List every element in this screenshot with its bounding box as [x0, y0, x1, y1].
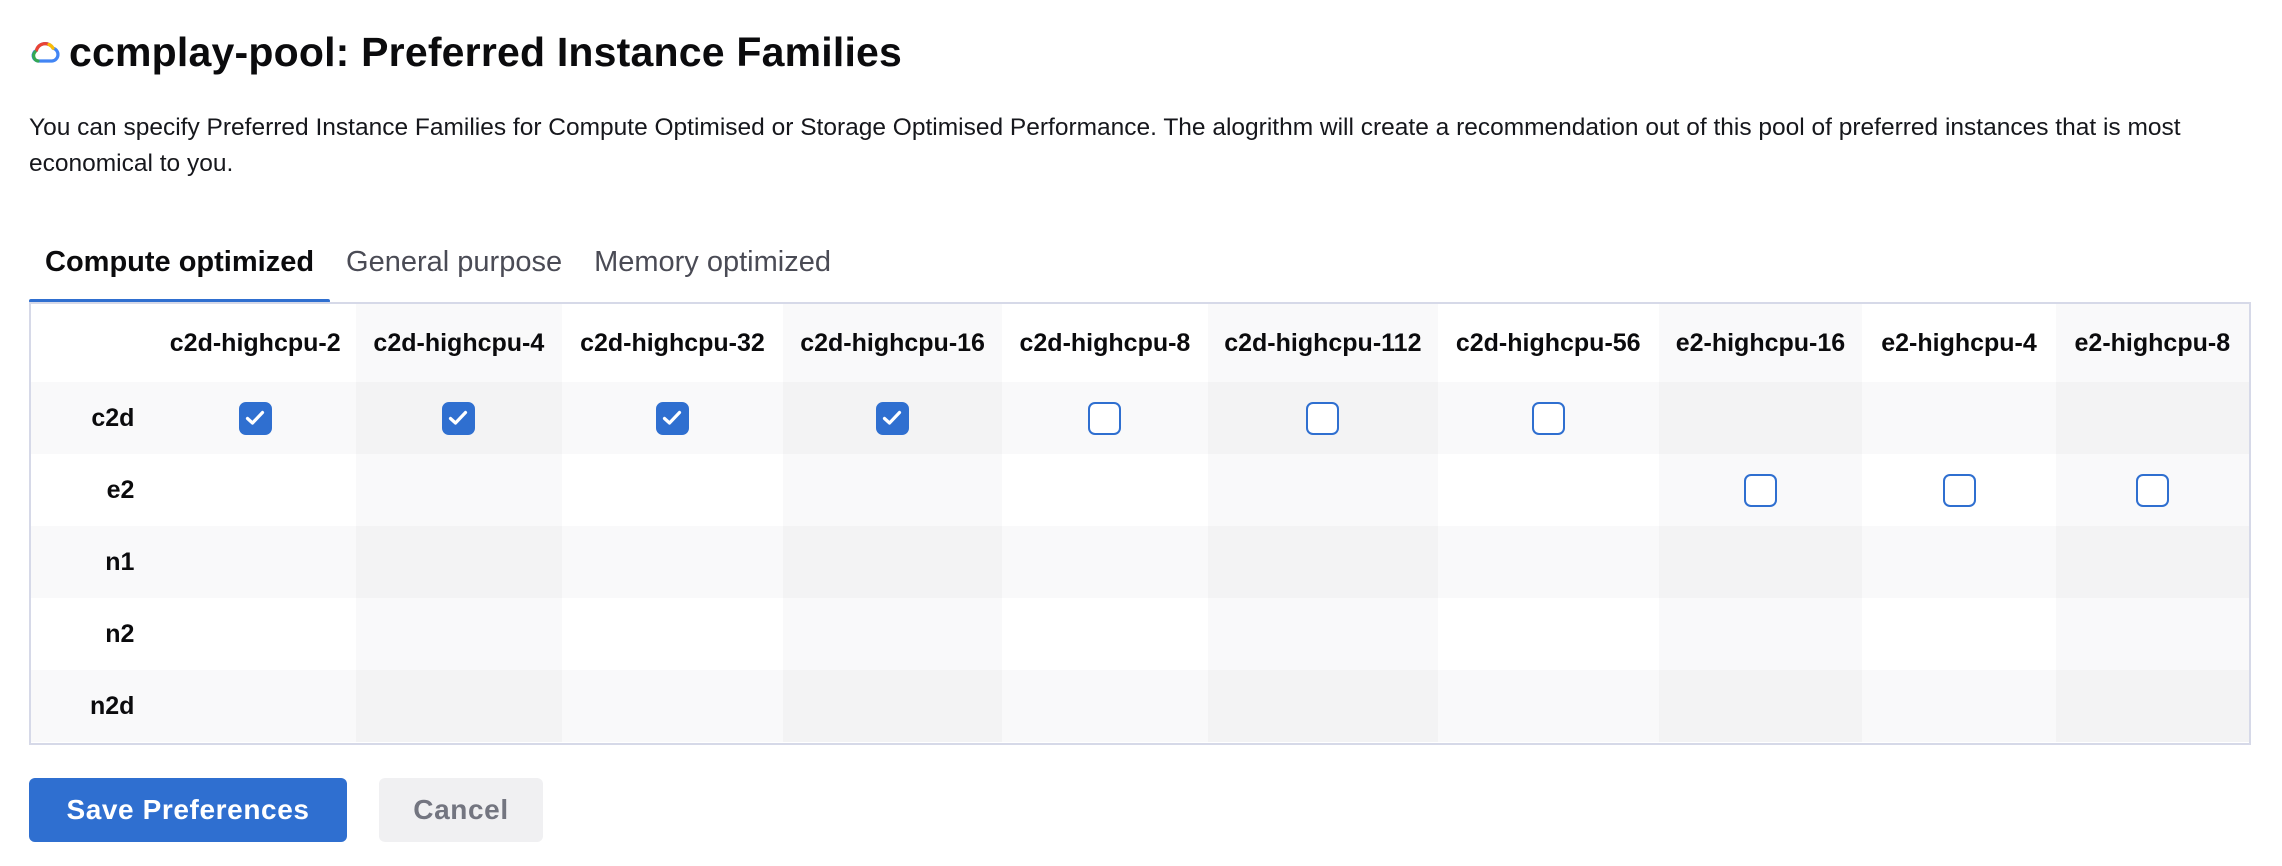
- grid-cell: [1207, 526, 1438, 598]
- grid-header-row: c2d-highcpu-2 c2d-highcpu-4 c2d-highcpu-32…: [31, 304, 2249, 382]
- grid-cell: [1658, 454, 1863, 526]
- instance-checkbox-c2d-highcpu-8[interactable]: [1088, 401, 1122, 435]
- grid-cell: [1207, 454, 1438, 526]
- row-family-label: n1: [31, 526, 155, 598]
- grid-row-n2: n2: [31, 598, 2249, 670]
- checkmark-icon: [245, 410, 264, 425]
- grid-cell: [1437, 382, 1659, 454]
- grid-cell: [1437, 454, 1659, 526]
- grid-row-n1: n1: [31, 526, 2249, 598]
- instance-checkbox-c2d-highcpu-4[interactable]: [442, 401, 476, 435]
- grid-cell: [1862, 598, 2056, 670]
- row-family-label: e2: [31, 454, 155, 526]
- grid-cell: [1862, 454, 2056, 526]
- grid-cell: [355, 382, 562, 454]
- grid-row-c2d: c2d: [31, 382, 2249, 454]
- tab-memory-optimized[interactable]: Memory optimized: [594, 245, 831, 278]
- instance-checkbox-c2d-highcpu-112[interactable]: [1306, 401, 1340, 435]
- instance-checkbox-c2d-highcpu-56[interactable]: [1531, 401, 1565, 435]
- grid-cell: [1002, 526, 1208, 598]
- grid-cell: [154, 526, 356, 598]
- column-header: c2d-highcpu-4: [355, 304, 562, 382]
- instance-family-grid: c2d-highcpu-2 c2d-highcpu-4 c2d-highcpu-32…: [29, 302, 2251, 745]
- row-family-label: n2d: [31, 670, 155, 742]
- grid-cell: [783, 454, 1003, 526]
- grid-cell: [1002, 598, 1208, 670]
- grid-cell: [561, 598, 784, 670]
- tab-general-purpose[interactable]: General purpose: [346, 245, 563, 278]
- grid-cell: [1437, 526, 1659, 598]
- column-header: c2d-highcpu-8: [1002, 304, 1208, 382]
- grid-cell: [1658, 526, 1863, 598]
- grid-cell: [1862, 526, 2056, 598]
- save-preferences-button[interactable]: Save Preferences: [29, 778, 347, 842]
- grid-cell: [1207, 382, 1438, 454]
- grid-cell: [2055, 454, 2249, 526]
- instance-checkbox-c2d-highcpu-16[interactable]: [876, 401, 910, 435]
- checkmark-icon: [882, 410, 902, 425]
- grid-cell: [355, 598, 562, 670]
- grid-cell: [783, 526, 1003, 598]
- grid-cell: [783, 598, 1003, 670]
- column-header: e2-highcpu-16: [1658, 304, 1863, 382]
- column-header: c2d-highcpu-32: [561, 304, 784, 382]
- page-title: ccmplay-pool: Preferred Instance Familie…: [69, 28, 903, 75]
- instance-checkbox-e2-highcpu-4[interactable]: [1942, 473, 1976, 507]
- row-family-label: n2: [31, 598, 155, 670]
- grid-cell: [1658, 598, 1863, 670]
- grid-cell: [1002, 382, 1208, 454]
- grid-cell: [355, 670, 562, 742]
- instance-checkbox-e2-highcpu-8[interactable]: [2135, 473, 2169, 507]
- grid-cell: [154, 598, 356, 670]
- cancel-button[interactable]: Cancel: [379, 778, 543, 842]
- column-header: c2d-highcpu-56: [1437, 304, 1659, 382]
- grid-cell: [1862, 382, 2056, 454]
- grid-cell: [783, 382, 1003, 454]
- grid-cell: [561, 670, 784, 742]
- grid-cell: [2055, 670, 2249, 742]
- column-header: c2d-highcpu-2: [154, 304, 356, 382]
- grid-corner-cell: [31, 304, 155, 382]
- grid-cell: [783, 670, 1003, 742]
- grid-cell: [355, 526, 562, 598]
- grid-cell: [1437, 598, 1659, 670]
- grid-cell: [1437, 670, 1659, 742]
- grid-cell: [2055, 526, 2249, 598]
- grid-cell: [154, 454, 356, 526]
- grid-row-e2: e2: [31, 454, 2249, 526]
- tab-bar: Compute optimized General purpose Memory…: [29, 222, 847, 303]
- grid-cell: [355, 454, 562, 526]
- page-header: ccmplay-pool: Preferred Instance Familie…: [29, 22, 902, 82]
- instance-checkbox-e2-highcpu-16[interactable]: [1743, 473, 1777, 507]
- grid-cell: [154, 382, 356, 454]
- instance-checkbox-c2d-highcpu-2[interactable]: [238, 401, 272, 435]
- column-header: c2d-highcpu-16: [783, 304, 1003, 382]
- tab-compute-optimized[interactable]: Compute optimized: [29, 222, 331, 303]
- grid-cell: [1207, 670, 1438, 742]
- grid-row-n2d: n2d: [31, 670, 2249, 742]
- grid-cell: [154, 670, 356, 742]
- gcp-cloud-icon: [29, 36, 61, 68]
- grid-cell: [2055, 598, 2249, 670]
- checkmark-icon: [449, 410, 468, 425]
- grid-cell: [561, 526, 784, 598]
- grid-cell: [1002, 454, 1208, 526]
- row-family-label: c2d: [31, 382, 155, 454]
- grid-cell: [1658, 670, 1863, 742]
- checkmark-icon: [662, 410, 682, 425]
- grid-cell: [2055, 382, 2249, 454]
- column-header: c2d-highcpu-112: [1207, 304, 1438, 382]
- grid-cell: [561, 382, 784, 454]
- grid-cell: [1002, 670, 1208, 742]
- column-header: e2-highcpu-4: [1862, 304, 2056, 382]
- page-description: You can specify Preferred Instance Famil…: [29, 114, 2181, 177]
- grid-cell: [1207, 598, 1438, 670]
- column-header: e2-highcpu-8: [2055, 304, 2249, 382]
- grid-cell: [1658, 382, 1863, 454]
- grid-cell: [561, 454, 784, 526]
- instance-checkbox-c2d-highcpu-32[interactable]: [655, 401, 689, 435]
- grid-cell: [1862, 670, 2056, 742]
